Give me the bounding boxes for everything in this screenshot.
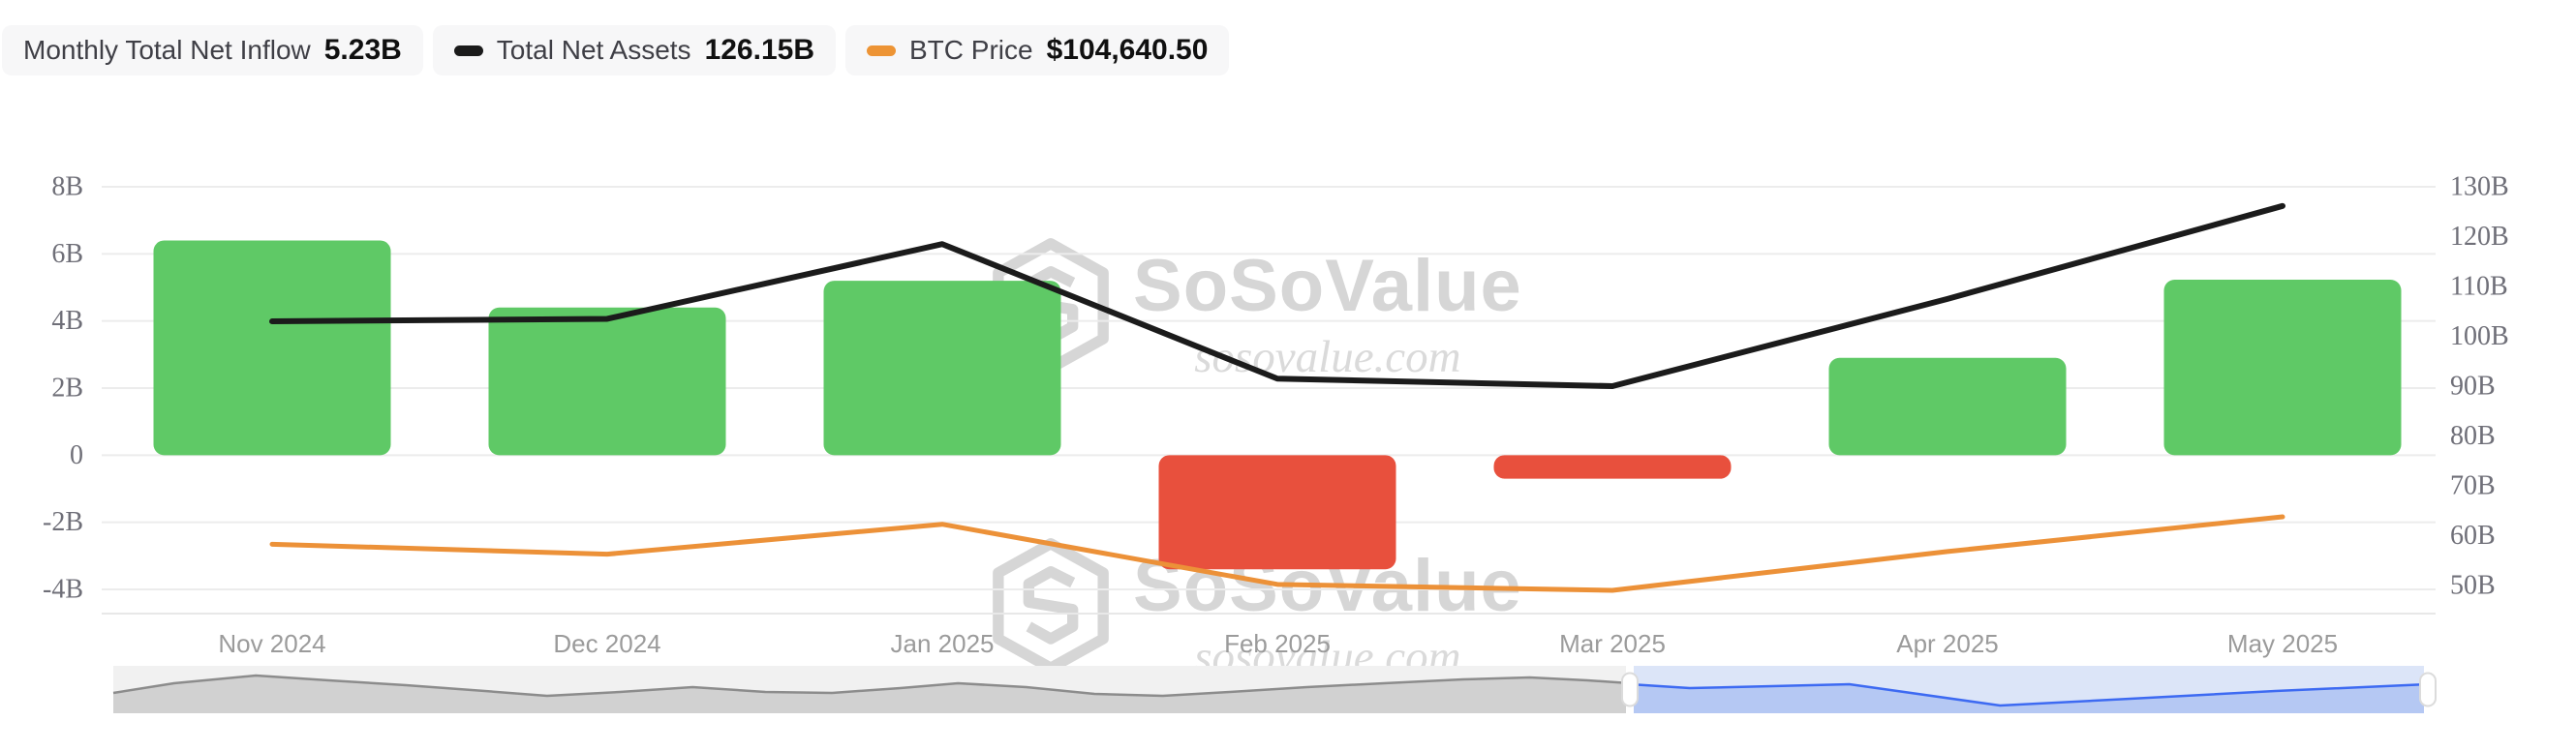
left-axis-tick: -4B: [43, 575, 83, 605]
total-net-assets-line: [269, 202, 2285, 389]
inflow-bar-dec-2024[interactable]: [488, 307, 726, 456]
right-axis-tick: 130B: [2450, 172, 2509, 202]
legend-value: 126.15B: [704, 34, 814, 66]
right-axis-tick: 50B: [2450, 571, 2496, 601]
inflow-bar-may-2025[interactable]: [2163, 280, 2402, 456]
legend-item-btc-price[interactable]: BTC Price $104,640.50: [845, 25, 1230, 75]
right-axis-tick: 110B: [2450, 272, 2508, 302]
x-axis-label: Nov 2024: [218, 629, 325, 658]
inflow-bar-jan-2025[interactable]: [823, 281, 1061, 456]
legend-label: Monthly Total Net Inflow: [23, 35, 311, 65]
inflow-bar-feb-2025[interactable]: [1158, 455, 1396, 570]
inflow-bar-mar-2025[interactable]: [1493, 455, 1732, 479]
navigator-unselected-region-line: [112, 674, 1631, 698]
navigator-unselected-region-area: [113, 675, 1630, 713]
navigator-left-handle[interactable]: [1621, 672, 1639, 707]
left-axis-tick: 2B: [51, 374, 83, 404]
navigator-selected-region-area: [1630, 684, 2428, 713]
btc-price-marker-icon: [867, 45, 896, 56]
inflow-bar-nov-2024[interactable]: [153, 240, 391, 456]
left-axis-tick: 6B: [51, 239, 83, 269]
left-axis-tick: 4B: [51, 306, 83, 336]
inflow-bar-apr-2025[interactable]: [1828, 357, 2067, 456]
left-axis-tick: 8B: [51, 172, 83, 202]
legend-value: $104,640.50: [1046, 34, 1209, 66]
legend-item-monthly-total-net-inflow[interactable]: Monthly Total Net Inflow 5.23B: [2, 25, 423, 75]
legend-label: Total Net Assets: [496, 35, 691, 65]
right-axis-tick: 70B: [2450, 471, 2496, 501]
left-axis-tick: -2B: [43, 507, 83, 537]
left-axis-tick: 0: [70, 440, 83, 470]
right-axis-tick: 90B: [2450, 372, 2496, 402]
x-axis-label: Mar 2025: [1559, 629, 1666, 658]
x-axis-label: Apr 2025: [1896, 629, 1999, 658]
right-axis-tick: 120B: [2450, 222, 2509, 252]
right-axis-tick: 80B: [2450, 421, 2496, 451]
btc-price-line: [269, 514, 2285, 593]
x-axis-label: May 2025: [2227, 629, 2338, 658]
x-axis-label: Feb 2025: [1224, 629, 1331, 658]
right-axis-tick: 60B: [2450, 521, 2496, 551]
legend-item-total-net-assets[interactable]: Total Net Assets 126.15B: [432, 25, 836, 75]
total-net-assets-marker-icon: [453, 45, 483, 56]
x-axis-label: Dec 2024: [553, 629, 660, 658]
x-axis-label: Jan 2025: [891, 629, 995, 658]
navigator-right-handle[interactable]: [2419, 672, 2437, 707]
right-axis-tick: 100B: [2450, 321, 2509, 351]
navigator-selected-region-line: [1629, 682, 2429, 707]
legend: Monthly Total Net Inflow 5.23B Total Net…: [2, 25, 1230, 75]
legend-label: BTC Price: [909, 35, 1033, 65]
legend-value: 5.23B: [323, 34, 402, 66]
